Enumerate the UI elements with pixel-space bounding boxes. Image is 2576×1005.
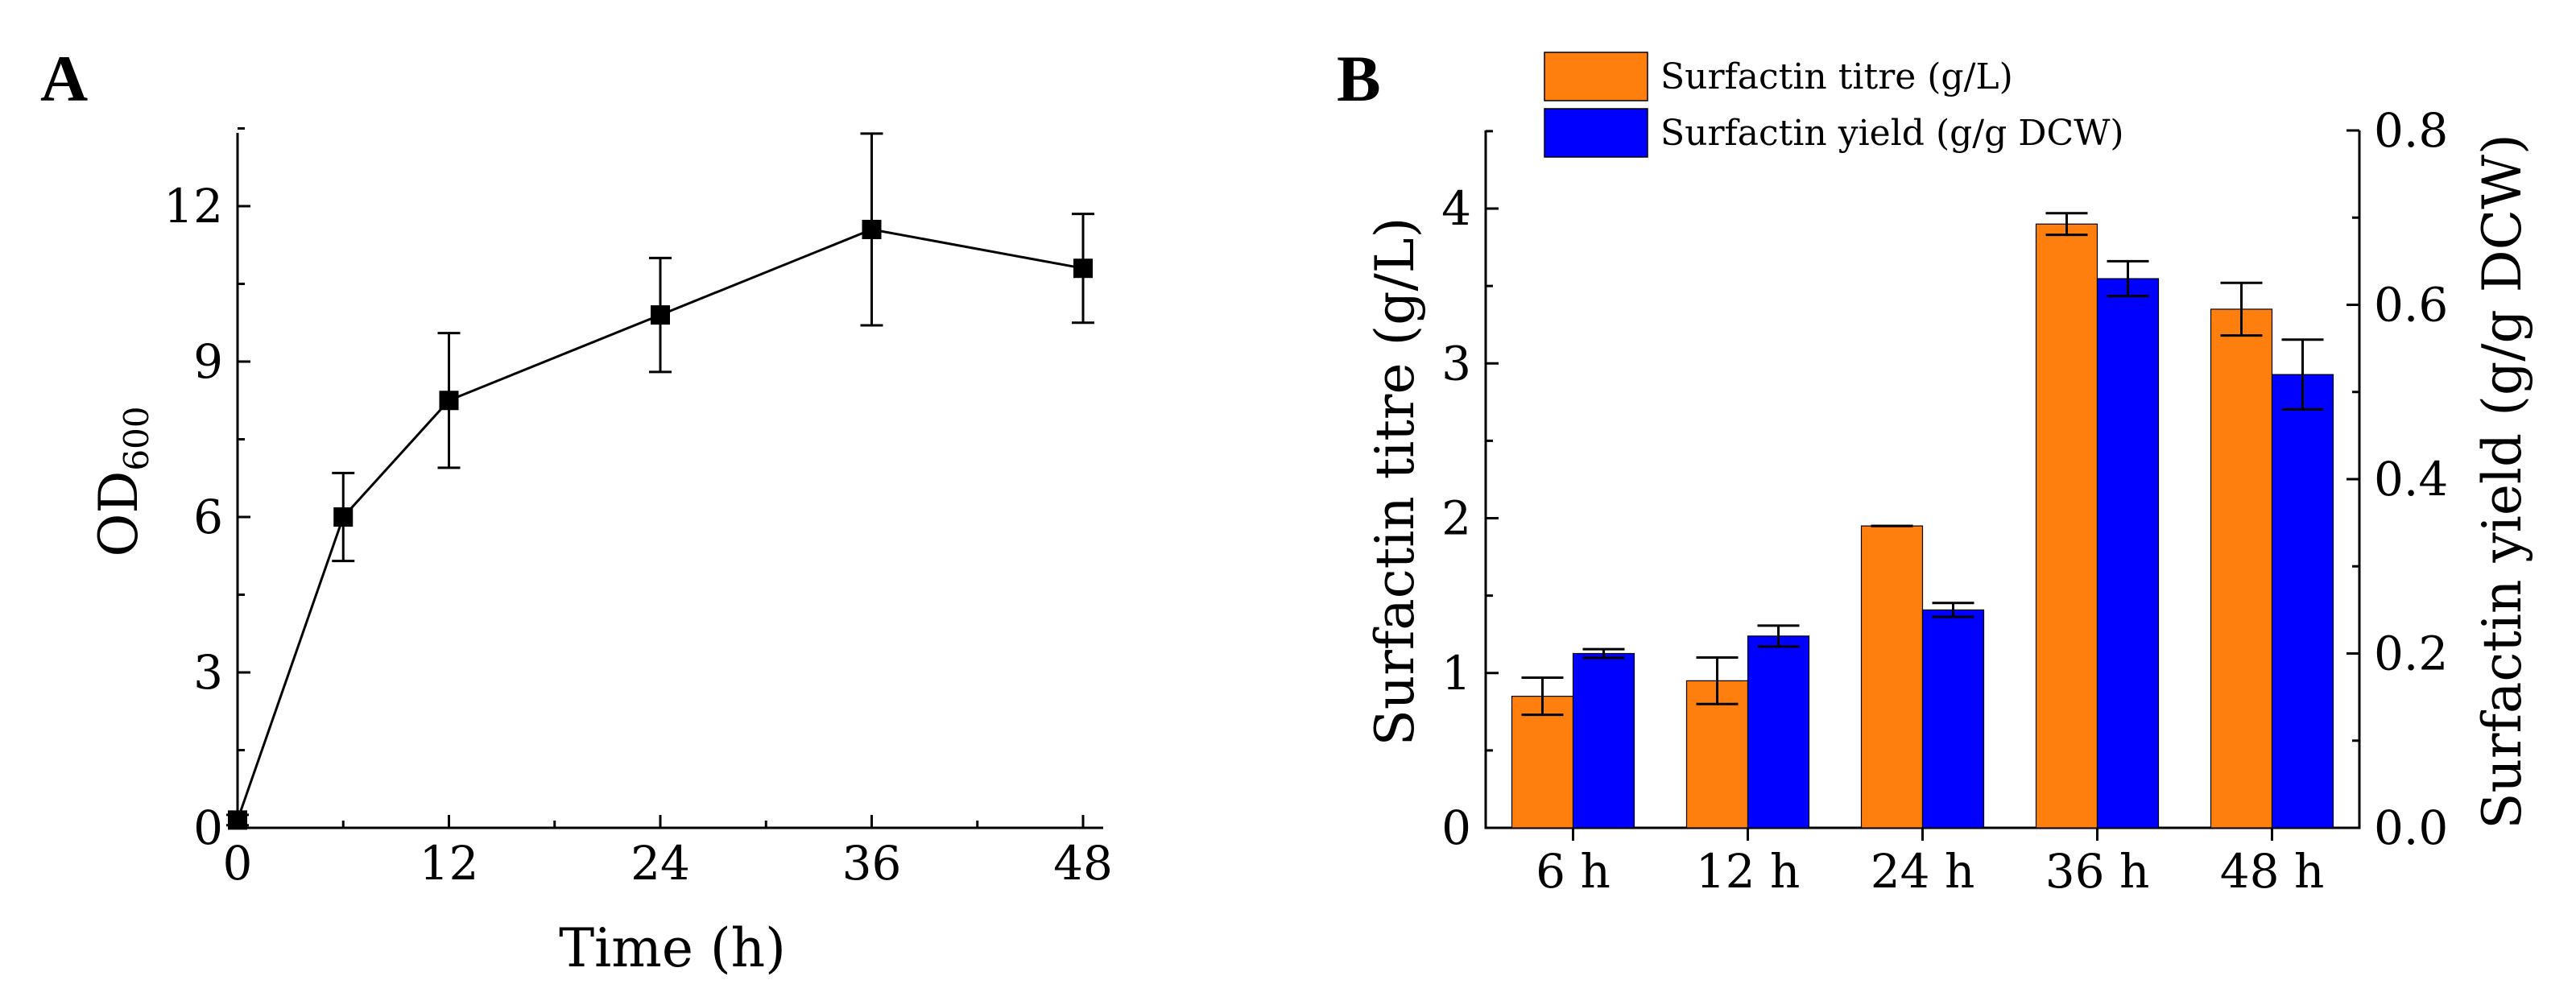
b-ytick-right-label: 0.8 (2374, 103, 2448, 158)
a-ytick-label: 3 (193, 645, 223, 700)
panel-a-series-line (236, 228, 1084, 821)
a-ytick-label: 9 (193, 334, 223, 389)
panel-a-ylabel: OD600 (88, 406, 156, 556)
panel-b-ylabel-right: Surfactin yield (g/g DCW) (2471, 134, 2533, 829)
a-data-point (651, 305, 670, 325)
panel-a-ylabel-main: OD (88, 471, 150, 557)
b-xtick-label: 6 h (1536, 844, 1611, 899)
bar-yield (1747, 635, 1810, 829)
bar-titre (2210, 308, 2273, 829)
panel-a-markers (228, 219, 1093, 830)
legend-swatch-titre (1544, 52, 1648, 101)
b-ytick-right-label: 0.4 (2374, 452, 2448, 507)
b-ytick-right-label: 0.6 (2374, 278, 2448, 333)
bar-yield (2271, 374, 2334, 829)
panel-a-xticks: 0 12 24 36 48 (223, 815, 1113, 891)
panel-b-bars (1511, 223, 2334, 829)
bar-titre (2035, 223, 2098, 829)
bar-yield (1921, 609, 1985, 829)
panel-b: B Surfactin titre (g/L) Surfactin yield … (1337, 42, 2533, 899)
a-data-point (1073, 258, 1093, 279)
panel-a-letter: A (40, 42, 88, 115)
b-xtick-label: 12 h (1696, 844, 1801, 899)
b-ytick-left-label: 2 (1441, 491, 1471, 546)
panel-a-yticks: 0 3 6 9 12 (163, 127, 250, 855)
b-ytick-right-label: 0.0 (2374, 800, 2448, 855)
a-xtick-label: 0 (223, 836, 253, 891)
bar-yield (2096, 278, 2160, 829)
bar-yield (1572, 652, 1635, 829)
a-xtick-label: 12 (420, 836, 479, 891)
a-xtick-label: 24 (631, 836, 690, 891)
panel-b-letter: B (1337, 42, 1381, 115)
panel-a-ylabel-sub: 600 (117, 406, 156, 470)
b-ytick-left-label: 0 (1441, 800, 1471, 855)
b-ytick-right-label: 0.2 (2374, 627, 2448, 681)
b-ytick-left-label: 1 (1441, 646, 1471, 701)
a-data-point (439, 391, 459, 411)
panel-b-legend: Surfactin titre (g/L) Surfactin yield (g… (1544, 52, 2124, 158)
bar-titre (1860, 525, 1924, 829)
bar-titre (1511, 695, 1574, 829)
bar-titre (1685, 680, 1749, 829)
a-ytick-label: 12 (163, 179, 223, 234)
b-ytick-left-label: 4 (1441, 181, 1471, 236)
legend-label-yield: Surfactin yield (g/g DCW) (1660, 113, 2124, 154)
a-ytick-label: 0 (193, 800, 223, 855)
panel-b-xticks: 6 h 12 h 24 h 36 h 48 h (1536, 828, 2324, 899)
b-xtick-label: 24 h (1871, 844, 1975, 899)
legend-label-titre: Surfactin titre (g/L) (1660, 56, 2013, 97)
panel-a-axes (236, 133, 1103, 829)
a-data-point (862, 219, 882, 239)
a-data-point (333, 507, 354, 527)
a-ytick-label: 6 (193, 490, 223, 544)
panel-a-errorbars (226, 132, 1094, 827)
a-xtick-label: 48 (1053, 836, 1113, 891)
b-ytick-left-label: 3 (1441, 336, 1471, 391)
a-xtick-label: 36 (842, 836, 902, 891)
panel-a-xlabel: Time (h) (559, 917, 786, 979)
panel-b-errorbars (1521, 212, 2324, 717)
b-xtick-label: 48 h (2220, 844, 2325, 899)
b-xtick-label: 36 h (2045, 844, 2150, 899)
legend-swatch-yield (1544, 108, 1648, 158)
panel-b-yticks-right: 0.0 0.2 0.4 0.6 0.8 (2347, 103, 2448, 855)
panel-b-ylabel-left: Surfactin titre (g/L) (1364, 217, 1426, 747)
a-data-point (228, 810, 247, 830)
panel-b-yticks-left: 0 1 2 3 4 (1441, 130, 1499, 855)
